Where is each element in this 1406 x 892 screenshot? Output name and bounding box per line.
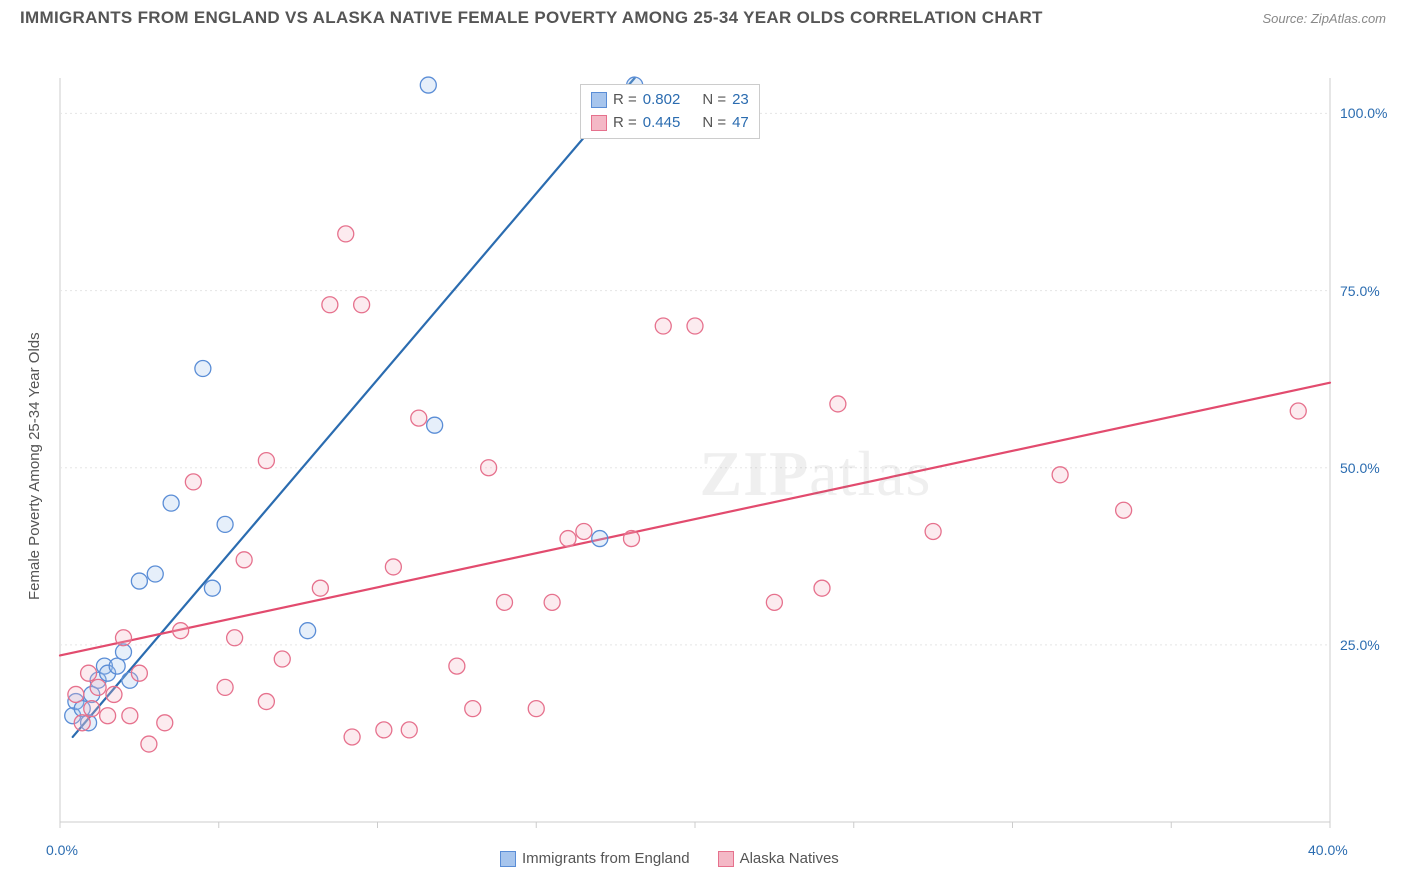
legend-swatch bbox=[718, 851, 734, 867]
y-tick-label: 50.0% bbox=[1340, 460, 1385, 476]
legend-label: Immigrants from England bbox=[522, 850, 690, 867]
legend-item: Alaska Natives bbox=[718, 850, 839, 867]
legend-swatch bbox=[500, 851, 516, 867]
legend-n-label: N = bbox=[702, 89, 726, 112]
legend-r-label: R = bbox=[613, 112, 637, 135]
legend-r-value: 0.445 bbox=[643, 112, 681, 135]
source-label: Source: ZipAtlas.com bbox=[1262, 11, 1386, 26]
legend-label: Alaska Natives bbox=[740, 850, 839, 867]
legend-r-value: 0.802 bbox=[643, 89, 681, 112]
legend-row: R = 0.802 N = 23 bbox=[591, 89, 749, 112]
y-tick-label: 25.0% bbox=[1340, 637, 1385, 653]
x-tick-label: 0.0% bbox=[46, 842, 78, 858]
legend-swatch bbox=[591, 92, 607, 108]
legend-r-label: R = bbox=[613, 89, 637, 112]
legend-swatch bbox=[591, 115, 607, 131]
legend-n-label: N = bbox=[702, 112, 726, 135]
correlation-legend: R = 0.802 N = 23 R = 0.445 N = 47 bbox=[580, 84, 760, 139]
legend-n-value: 47 bbox=[732, 112, 749, 135]
y-tick-label: 75.0% bbox=[1340, 283, 1385, 299]
legend-item: Immigrants from England bbox=[500, 850, 690, 867]
legend-n-value: 23 bbox=[732, 89, 749, 112]
y-axis-label: Female Poverty Among 25-34 Year Olds bbox=[26, 332, 43, 600]
chart-container: ZIPatlas Female Poverty Among 25-34 Year… bbox=[0, 32, 1406, 882]
legend-row: R = 0.445 N = 47 bbox=[591, 112, 749, 135]
x-tick-label: 40.0% bbox=[1308, 842, 1348, 858]
bottom-legend: Immigrants from England Alaska Natives bbox=[500, 850, 839, 867]
scatter-chart bbox=[0, 32, 1406, 872]
chart-title: IMMIGRANTS FROM ENGLAND VS ALASKA NATIVE… bbox=[20, 8, 1043, 28]
y-tick-label: 100.0% bbox=[1340, 105, 1385, 121]
